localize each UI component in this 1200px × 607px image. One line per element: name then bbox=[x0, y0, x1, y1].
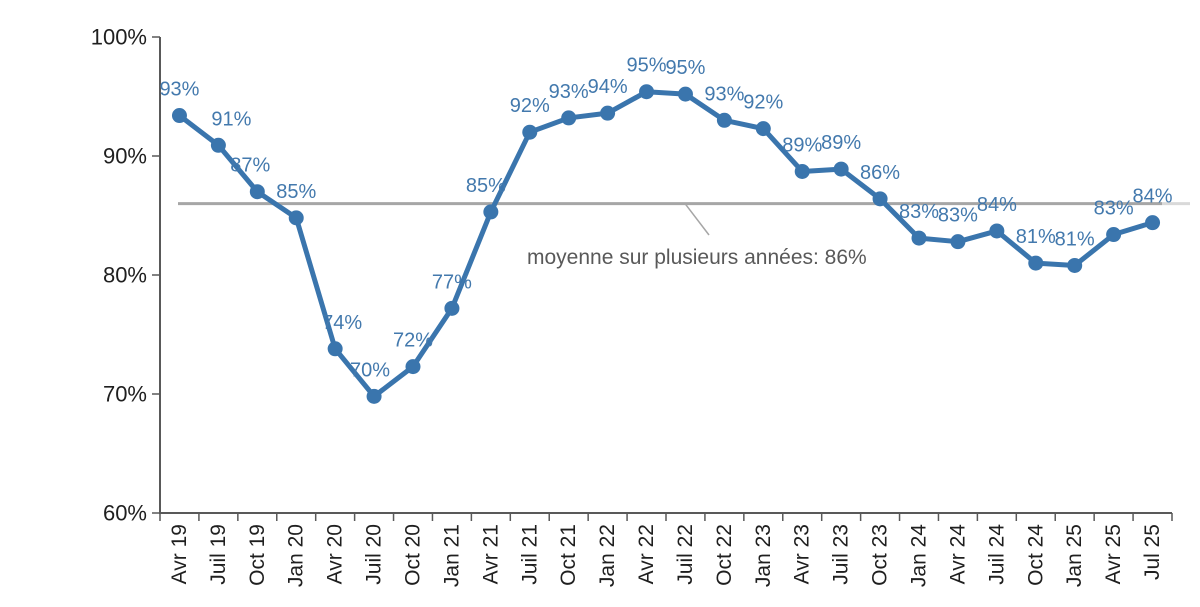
data-point-label: 72% bbox=[393, 330, 433, 352]
data-point bbox=[794, 163, 810, 179]
data-point bbox=[405, 359, 421, 375]
data-point bbox=[210, 137, 226, 153]
x-tick-label: Jan 24 bbox=[908, 524, 931, 587]
data-point bbox=[561, 110, 577, 126]
data-point bbox=[911, 230, 927, 246]
x-tick-label: Oct 24 bbox=[1024, 524, 1047, 586]
average-annotation-label: moyenne sur plusieurs années: 86% bbox=[527, 246, 867, 269]
data-point bbox=[755, 121, 771, 137]
x-tick-label: Avr 25 bbox=[1102, 524, 1125, 584]
data-point bbox=[1067, 257, 1083, 273]
data-point-label: 85% bbox=[276, 181, 316, 203]
data-point bbox=[171, 108, 187, 124]
data-point-label: 77% bbox=[432, 271, 472, 293]
x-tick-label: Avr 19 bbox=[168, 524, 191, 584]
data-point bbox=[950, 234, 966, 250]
x-tick-label: Avr 23 bbox=[791, 524, 814, 584]
data-point-label: 89% bbox=[821, 132, 861, 154]
data-point bbox=[288, 210, 304, 226]
annotation-leader-line bbox=[684, 203, 710, 236]
data-point-label: 91% bbox=[211, 108, 251, 130]
x-tick-label: Juil 21 bbox=[518, 524, 541, 585]
x-tick-label: Juil 23 bbox=[830, 524, 853, 585]
series-line bbox=[176, 89, 1156, 399]
data-point-label: 81% bbox=[1055, 228, 1095, 250]
data-point bbox=[444, 300, 460, 316]
x-tick-label: Oct 20 bbox=[402, 524, 425, 586]
x-tick-label: Oct 21 bbox=[557, 524, 580, 586]
data-point bbox=[327, 341, 343, 357]
x-tick-label: Juil 19 bbox=[207, 524, 230, 585]
data-point bbox=[600, 105, 616, 121]
x-tick-label: Avr 22 bbox=[635, 524, 658, 584]
data-point-label: 83% bbox=[1094, 198, 1134, 220]
y-tick-label: 90% bbox=[103, 144, 147, 169]
x-tick-label: Avr 20 bbox=[324, 524, 347, 584]
data-point bbox=[716, 112, 732, 128]
data-point-label: 81% bbox=[1016, 226, 1056, 248]
data-point bbox=[366, 388, 382, 404]
data-point bbox=[833, 161, 849, 177]
data-point-label: 84% bbox=[1133, 186, 1173, 208]
x-tick-label: Oct 23 bbox=[869, 524, 892, 586]
x-tick-label: Jan 22 bbox=[596, 524, 619, 587]
x-tick-label: Juil 20 bbox=[363, 524, 386, 585]
data-point bbox=[677, 86, 693, 102]
data-point-label: 92% bbox=[510, 95, 550, 117]
data-point-label: 92% bbox=[743, 92, 783, 114]
data-point bbox=[989, 223, 1005, 239]
data-point-label: 93% bbox=[549, 81, 589, 103]
x-tick-label: Oct 19 bbox=[246, 524, 269, 586]
x-tick-label: Jan 21 bbox=[440, 524, 463, 587]
data-point-label: 87% bbox=[230, 155, 270, 177]
data-point-label: 95% bbox=[665, 57, 705, 79]
x-tick-label: Jan 25 bbox=[1063, 524, 1086, 587]
x-tick-label: Avr 24 bbox=[946, 524, 969, 585]
data-point bbox=[1106, 227, 1122, 243]
data-point bbox=[483, 204, 499, 220]
data-point bbox=[249, 184, 265, 200]
data-point bbox=[639, 84, 655, 100]
x-tick-label: Jul 25 bbox=[1141, 524, 1164, 580]
data-point-label: 83% bbox=[938, 205, 978, 227]
data-point-label: 70% bbox=[350, 359, 390, 381]
x-tick-label: Avr 21 bbox=[479, 524, 502, 584]
data-point-label: 84% bbox=[977, 194, 1017, 216]
x-tick-label: Juil 24 bbox=[985, 524, 1008, 585]
y-tick-label: 100% bbox=[91, 25, 147, 50]
data-point bbox=[522, 124, 538, 140]
data-point-label: 93% bbox=[704, 83, 744, 105]
data-point-label: 93% bbox=[159, 79, 199, 101]
y-tick-label: 60% bbox=[103, 501, 147, 526]
y-tick-label: 70% bbox=[103, 382, 147, 407]
data-point-label: 74% bbox=[322, 312, 362, 334]
data-point bbox=[1145, 215, 1161, 231]
data-point-label: 86% bbox=[860, 162, 900, 184]
data-point-label: 85% bbox=[466, 175, 506, 197]
data-point-label: 95% bbox=[627, 55, 667, 77]
x-tick-label: Oct 22 bbox=[713, 524, 736, 586]
data-point-label: 89% bbox=[782, 134, 822, 156]
x-tick-label: Jan 23 bbox=[752, 524, 775, 587]
y-tick-label: 80% bbox=[103, 263, 147, 288]
data-point-label: 94% bbox=[588, 76, 628, 98]
data-point bbox=[1028, 255, 1044, 271]
data-point-label: 83% bbox=[899, 201, 939, 223]
data-point bbox=[872, 191, 888, 207]
x-tick-label: Juil 22 bbox=[674, 524, 697, 585]
x-tick-label: Jan 20 bbox=[285, 524, 308, 587]
